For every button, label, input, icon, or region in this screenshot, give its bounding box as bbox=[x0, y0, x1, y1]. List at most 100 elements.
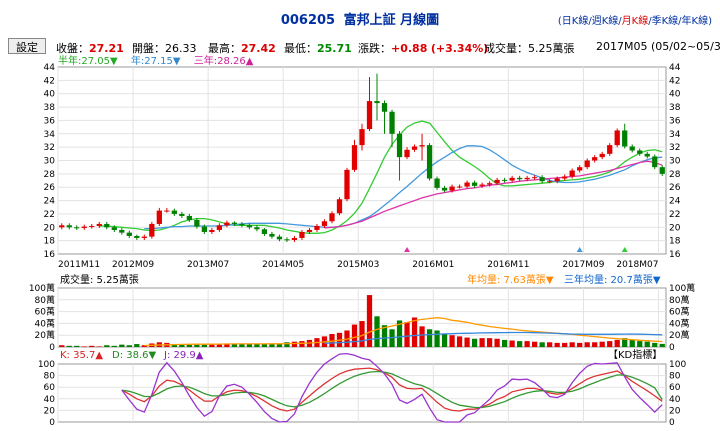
price-y-tick-label-right: 44 bbox=[669, 63, 681, 73]
candle bbox=[554, 176, 560, 184]
volume-bar bbox=[419, 326, 425, 347]
chart-type-label: 月線圖 bbox=[400, 13, 440, 28]
candle-body bbox=[299, 231, 305, 238]
candle-body bbox=[509, 177, 515, 181]
period-link-month[interactable]: 月K線 bbox=[621, 16, 649, 27]
volume-bar bbox=[201, 344, 207, 347]
x-tick-label: 2016M11 bbox=[487, 260, 529, 270]
stock-name: 富邦上証 bbox=[343, 13, 396, 28]
candle-body bbox=[224, 222, 230, 226]
price-y-tick-label-left: 32 bbox=[44, 143, 55, 153]
volume-bar bbox=[524, 341, 530, 347]
low-value: 25.71 bbox=[317, 42, 352, 55]
candle bbox=[269, 231, 275, 239]
ma-half-year-legend: 半年:27.05▼ bbox=[58, 56, 118, 67]
candle bbox=[254, 225, 260, 232]
candle-body bbox=[359, 129, 365, 146]
volume-bar bbox=[396, 320, 403, 347]
volume-bar bbox=[659, 343, 665, 347]
volume-bar bbox=[351, 324, 358, 347]
candle-body bbox=[351, 145, 358, 170]
candle-body bbox=[336, 199, 343, 214]
candle bbox=[449, 184, 455, 193]
candle-body bbox=[246, 225, 253, 228]
candle bbox=[614, 128, 620, 148]
volume-bar bbox=[239, 343, 245, 347]
candle-body bbox=[96, 223, 102, 226]
candle-body bbox=[419, 145, 425, 147]
volume-bar bbox=[501, 339, 508, 347]
price-y-tick-label-left: 40 bbox=[44, 90, 56, 100]
high-value: 27.42 bbox=[241, 42, 276, 55]
candle bbox=[179, 211, 185, 218]
candle-body bbox=[456, 186, 463, 188]
kd-y-tick-label-right: 20 bbox=[669, 406, 681, 416]
price-y-tick-label-right: 40 bbox=[669, 90, 681, 100]
candle bbox=[149, 221, 155, 239]
volume-bar bbox=[569, 342, 575, 347]
candle bbox=[637, 148, 643, 156]
price-y-tick-label-left: 28 bbox=[44, 170, 56, 180]
volume-bar bbox=[291, 341, 298, 347]
price-y-tick-label-right: 24 bbox=[669, 197, 681, 207]
candle bbox=[441, 185, 448, 193]
candle bbox=[96, 221, 102, 228]
kd-y-tick-label-left: 60 bbox=[44, 383, 56, 393]
candle-body bbox=[366, 101, 373, 130]
kd-k-line bbox=[121, 367, 663, 412]
candle bbox=[201, 224, 207, 234]
candle bbox=[599, 151, 605, 160]
candle bbox=[471, 180, 478, 188]
volume-bar bbox=[374, 316, 380, 347]
volume-y-tick-label-left: 100萬 bbox=[29, 282, 55, 294]
volume-bar bbox=[359, 321, 365, 347]
volume-bar bbox=[441, 334, 448, 347]
year-avg-volume-legend: 年均量: 7.63萬張▼ bbox=[467, 273, 554, 286]
candle bbox=[592, 155, 598, 163]
candle bbox=[569, 168, 575, 179]
volume-bar bbox=[539, 342, 545, 347]
candle-body bbox=[396, 133, 403, 158]
candle-body bbox=[201, 226, 207, 232]
ma-year-legend: 年:27.15▼ bbox=[130, 56, 181, 67]
volume-bar bbox=[547, 342, 553, 347]
volume-bar bbox=[426, 329, 433, 347]
change-value: +0.88 bbox=[391, 42, 428, 55]
volume-bar bbox=[622, 338, 628, 347]
volume-bar bbox=[411, 317, 418, 347]
kd-d-legend: D: 38.6▼ bbox=[112, 350, 157, 361]
ma-year-line bbox=[144, 145, 663, 230]
candle bbox=[652, 154, 658, 170]
candle bbox=[479, 182, 485, 188]
candle bbox=[486, 181, 493, 187]
volume-legend: 成交量: 5.25萬張 bbox=[60, 273, 139, 286]
period-link-quarter[interactable]: 季K線 bbox=[651, 16, 679, 27]
volume-bar bbox=[66, 345, 72, 347]
candle bbox=[134, 234, 140, 240]
volume-bar bbox=[231, 344, 238, 347]
candle bbox=[321, 219, 328, 228]
candle-body bbox=[141, 236, 147, 238]
candle bbox=[532, 175, 538, 180]
volume-bar bbox=[276, 344, 283, 347]
candle bbox=[231, 221, 238, 226]
candle bbox=[456, 184, 463, 189]
period-link-week[interactable]: 週K線 bbox=[591, 16, 619, 27]
candle-body bbox=[659, 167, 665, 174]
candle-body bbox=[652, 156, 658, 168]
period-link-day[interactable]: 日K線 bbox=[561, 16, 589, 27]
kd-d-line bbox=[121, 370, 663, 409]
candle bbox=[426, 143, 433, 181]
volume-bar bbox=[644, 341, 650, 347]
settings-button[interactable]: 設定 bbox=[8, 38, 46, 54]
period-link-year[interactable]: 年K線 bbox=[681, 16, 709, 27]
candle-body bbox=[486, 183, 493, 185]
quote-info-row: 設定 收盤：27.21 開盤：26.33 最高：27.42 最低：25.71 漲… bbox=[0, 35, 720, 55]
candle-body bbox=[599, 153, 605, 158]
volume-bar bbox=[532, 341, 538, 347]
open-value: 26.33 bbox=[165, 42, 197, 55]
candle-body bbox=[569, 170, 575, 177]
candle-body bbox=[239, 223, 245, 226]
candle bbox=[381, 100, 388, 134]
high-info: 最高：27.42 bbox=[208, 42, 276, 55]
